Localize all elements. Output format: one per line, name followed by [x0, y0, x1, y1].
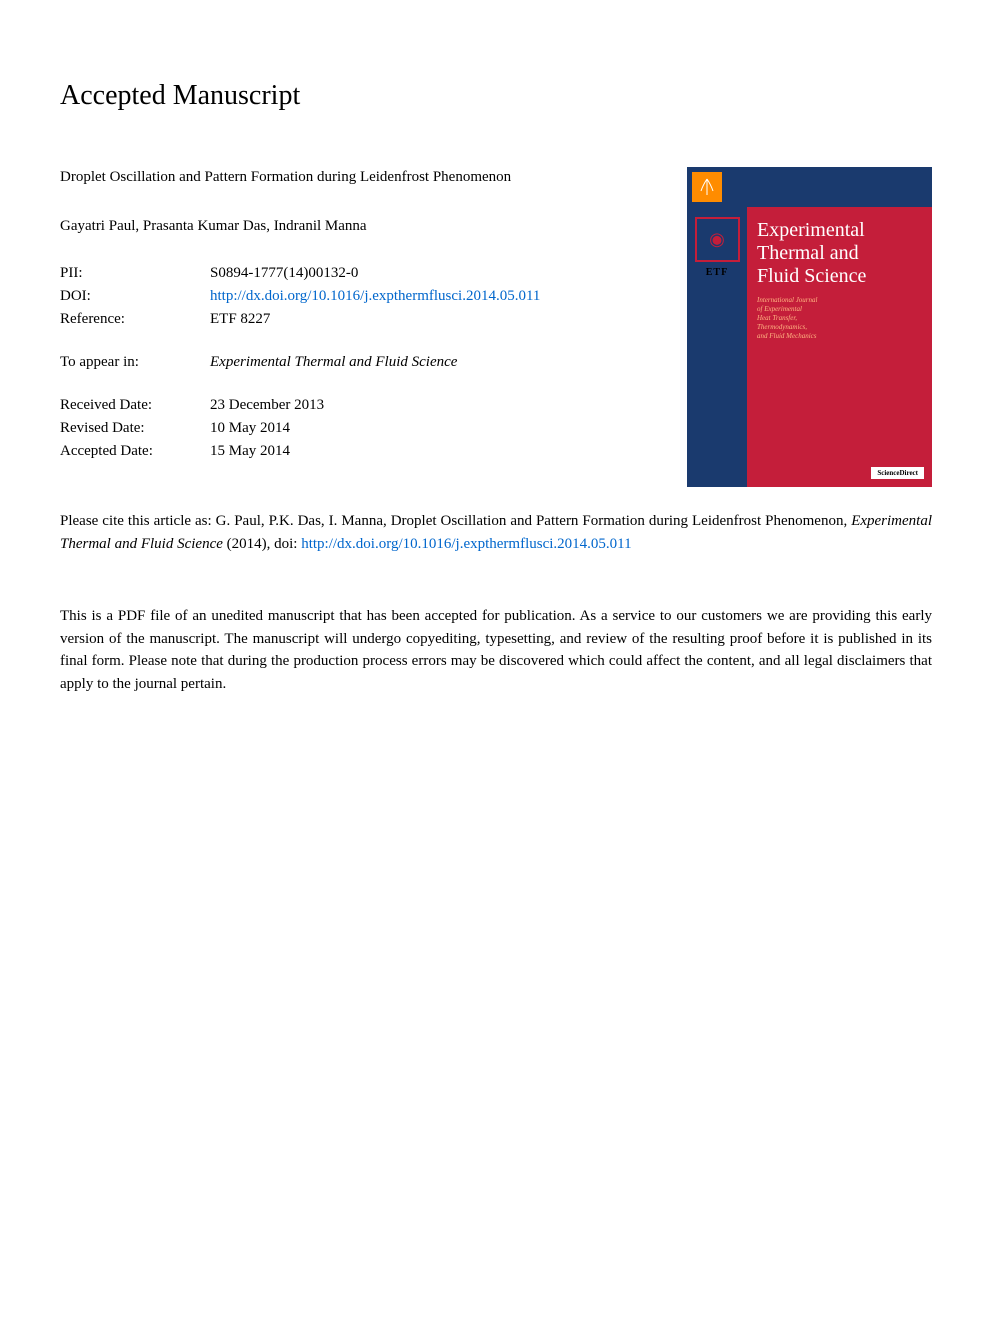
meta-value: 23 December 2013 [210, 397, 324, 414]
citation-prefix: Please cite this article as: G. Paul, P.… [60, 513, 851, 529]
subtitle-line3: Heat Transfer, [757, 314, 797, 322]
citation-text: Please cite this article as: G. Paul, P.… [60, 510, 932, 555]
etf-logo-icon: ◉ [695, 217, 740, 262]
subtitle-line5: and Fluid Mechanics [757, 332, 817, 340]
article-title: Droplet Oscillation and Pattern Formatio… [60, 167, 667, 188]
meta-value: 10 May 2014 [210, 420, 290, 437]
journal-title-line3: Fluid Science [757, 265, 866, 287]
meta-label: Accepted Date: [60, 443, 210, 460]
below-cover-section: Please cite this article as: G. Paul, P.… [60, 510, 932, 695]
meta-row-doi: DOI: http://dx.doi.org/10.1016/j.expther… [60, 288, 667, 305]
meta-value: ETF 8227 [210, 311, 270, 328]
metadata-table: PII: S0894-1777(14)00132-0 DOI: http://d… [60, 265, 667, 460]
elsevier-logo-icon [692, 172, 722, 202]
meta-row-reference: Reference: ETF 8227 [60, 311, 667, 328]
subtitle-line2: of Experimental [757, 305, 802, 313]
globe-icon: ◉ [709, 229, 725, 250]
meta-label: Reference: [60, 311, 210, 328]
subtitle-line1: International Journal [757, 296, 817, 304]
journal-title-line2: Thermal and [757, 242, 859, 264]
subtitle-line4: Thermodynamics, [757, 323, 807, 331]
authors-list: Gayatri Paul, Prasanta Kumar Das, Indran… [60, 218, 667, 235]
etf-label: ETF [706, 267, 728, 278]
cover-header [687, 167, 932, 207]
citation-year: (2014), doi: [223, 536, 301, 552]
journal-title-line1: Experimental [757, 219, 865, 241]
left-column: Droplet Oscillation and Pattern Formatio… [60, 167, 667, 490]
meta-row-received: Received Date: 23 December 2013 [60, 397, 667, 414]
sciencedirect-label: ScienceDirect [871, 467, 924, 479]
meta-label: To appear in: [60, 354, 210, 371]
meta-value: 15 May 2014 [210, 443, 290, 460]
meta-label: Revised Date: [60, 420, 210, 437]
meta-label: PII: [60, 265, 210, 282]
meta-row-accepted: Accepted Date: 15 May 2014 [60, 443, 667, 460]
cover-right: Experimental Thermal and Fluid Science I… [747, 207, 932, 487]
citation-doi-link[interactable]: http://dx.doi.org/10.1016/j.expthermflus… [301, 536, 631, 552]
journal-cover: ◉ ETF Experimental Thermal and Fluid Sci… [687, 167, 932, 487]
doi-link[interactable]: http://dx.doi.org/10.1016/j.expthermflus… [210, 288, 540, 305]
cover-main: ◉ ETF Experimental Thermal and Fluid Sci… [687, 207, 932, 487]
meta-value: S0894-1777(14)00132-0 [210, 265, 358, 282]
meta-label: DOI: [60, 288, 210, 305]
disclaimer-text: This is a PDF file of an unedited manusc… [60, 605, 932, 695]
meta-row-pii: PII: S0894-1777(14)00132-0 [60, 265, 667, 282]
meta-row-appear: To appear in: Experimental Thermal and F… [60, 354, 667, 371]
journal-subtitle: International Journal of Experimental He… [757, 296, 922, 341]
meta-value: Experimental Thermal and Fluid Science [210, 354, 457, 371]
meta-row-revised: Revised Date: 10 May 2014 [60, 420, 667, 437]
content-wrapper: Droplet Oscillation and Pattern Formatio… [60, 167, 932, 490]
meta-label: Received Date: [60, 397, 210, 414]
journal-title: Experimental Thermal and Fluid Science [757, 219, 922, 288]
cover-left-strip: ◉ ETF [687, 207, 747, 487]
page-title: Accepted Manuscript [60, 80, 932, 112]
